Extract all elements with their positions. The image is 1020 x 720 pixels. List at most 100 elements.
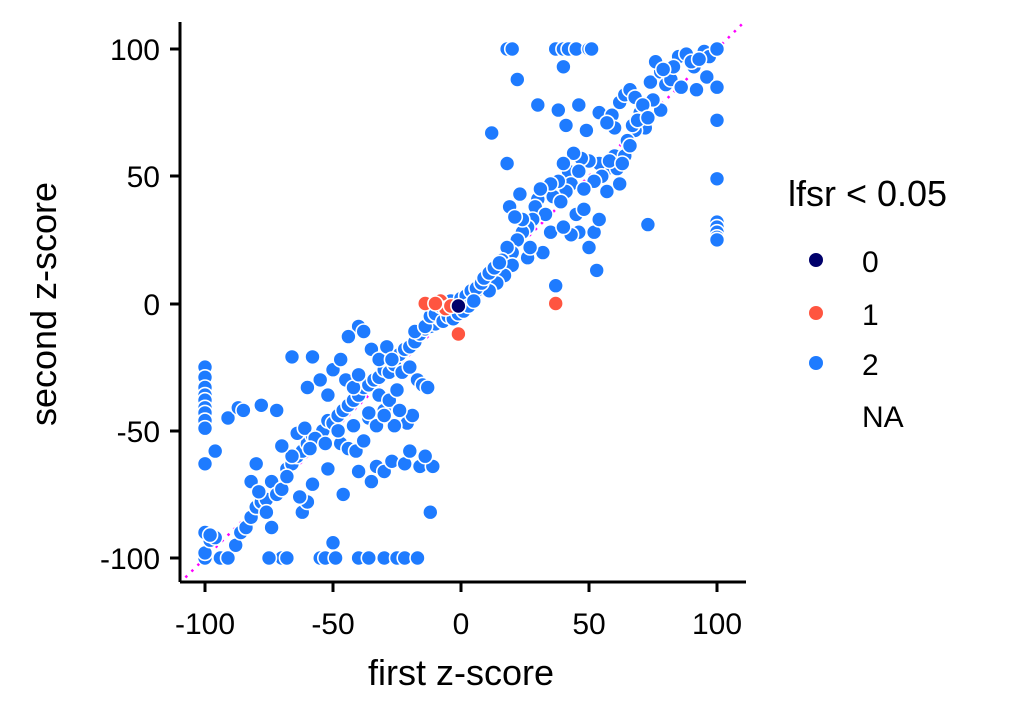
data-point [483, 124, 501, 142]
data-point [363, 473, 380, 490]
legend-label-2: 2 [862, 349, 879, 382]
data-point [555, 58, 572, 76]
data-point [621, 137, 639, 154]
data-point [409, 549, 426, 567]
data-point [350, 463, 367, 480]
data-point [391, 402, 408, 419]
data-point [590, 211, 608, 228]
data-point [698, 68, 716, 86]
data-point [511, 185, 529, 203]
data-point [503, 40, 521, 58]
data-point [708, 40, 726, 58]
x-axis-ticks: -100 -50 0 50 100 [175, 582, 742, 641]
legend-key-2 [809, 356, 823, 370]
data-point [583, 40, 600, 58]
data-point [260, 549, 278, 567]
data-point [575, 180, 593, 198]
data-point [355, 432, 373, 450]
data-point [549, 101, 567, 119]
data-point [639, 109, 657, 126]
data-point [552, 193, 570, 210]
data-point [580, 239, 598, 256]
data-point [340, 328, 357, 345]
y-tick-label: 50 [127, 161, 160, 194]
data-point [611, 175, 629, 193]
legend-label-0: 0 [862, 246, 879, 279]
data-point [690, 50, 708, 68]
data-point [588, 262, 606, 279]
data-point [708, 78, 726, 96]
data-point [291, 488, 309, 506]
data-point [311, 371, 329, 389]
x-tick-label: 100 [692, 608, 742, 641]
data-point [708, 170, 726, 188]
data-point [465, 292, 483, 310]
data-point [547, 277, 565, 295]
data-point [201, 526, 219, 544]
data-point [386, 417, 403, 435]
data-point [278, 468, 296, 485]
data-point [329, 422, 347, 440]
data-point [708, 231, 726, 249]
data-point [324, 534, 342, 552]
x-tick-label: -50 [311, 608, 354, 641]
data-point [319, 460, 337, 478]
data-point [206, 442, 224, 460]
data-point [532, 180, 549, 198]
data-point [383, 351, 401, 368]
data-point [219, 549, 237, 567]
legend: lfsr < 0.05 0 1 2 NA [788, 173, 947, 434]
data-point [360, 549, 378, 567]
data-point [578, 122, 595, 139]
data-point [283, 447, 301, 465]
data-point [565, 145, 582, 162]
data-point [196, 455, 214, 473]
data-point [196, 419, 214, 437]
data-point [427, 295, 444, 312]
data-point [278, 549, 296, 567]
data-point [529, 96, 547, 114]
data-point [283, 348, 301, 366]
data-point [219, 409, 237, 427]
data-point [304, 348, 321, 366]
data-point [345, 417, 362, 435]
data-point [421, 503, 439, 521]
data-point [319, 386, 337, 404]
data-point [654, 61, 672, 78]
legend-key-1 [809, 306, 823, 320]
data-point [419, 379, 437, 396]
data-point [263, 519, 280, 536]
data-point [332, 351, 350, 368]
data-point [327, 549, 344, 567]
data-point [316, 435, 334, 452]
y-axis-ticks: 100 50 0 -50 -100 [100, 34, 180, 576]
x-tick-label: 0 [453, 608, 470, 641]
data-point [557, 117, 575, 134]
data-point [301, 440, 319, 457]
data-point [639, 216, 657, 233]
y-tick-label: -50 [117, 416, 160, 449]
data-point [450, 297, 467, 315]
y-tick-label: 100 [110, 34, 160, 67]
data-point [491, 254, 508, 272]
legend-key-0 [809, 253, 823, 267]
data-point [296, 419, 314, 437]
data-point [258, 503, 275, 521]
data-point [375, 407, 393, 424]
data-points [196, 40, 726, 567]
y-axis-title: second z-score [23, 182, 64, 426]
data-point [247, 455, 265, 473]
data-point [598, 183, 616, 200]
data-point [688, 81, 705, 98]
series-2 [196, 40, 726, 567]
legend-label-na: NA [862, 401, 904, 434]
data-point [416, 447, 434, 465]
data-point [521, 239, 539, 256]
data-point [555, 218, 572, 236]
data-point [350, 366, 367, 384]
y-tick-label: -100 [100, 543, 160, 576]
y-tick-label: 0 [143, 289, 160, 322]
data-point [360, 404, 378, 422]
data-point [299, 379, 316, 396]
